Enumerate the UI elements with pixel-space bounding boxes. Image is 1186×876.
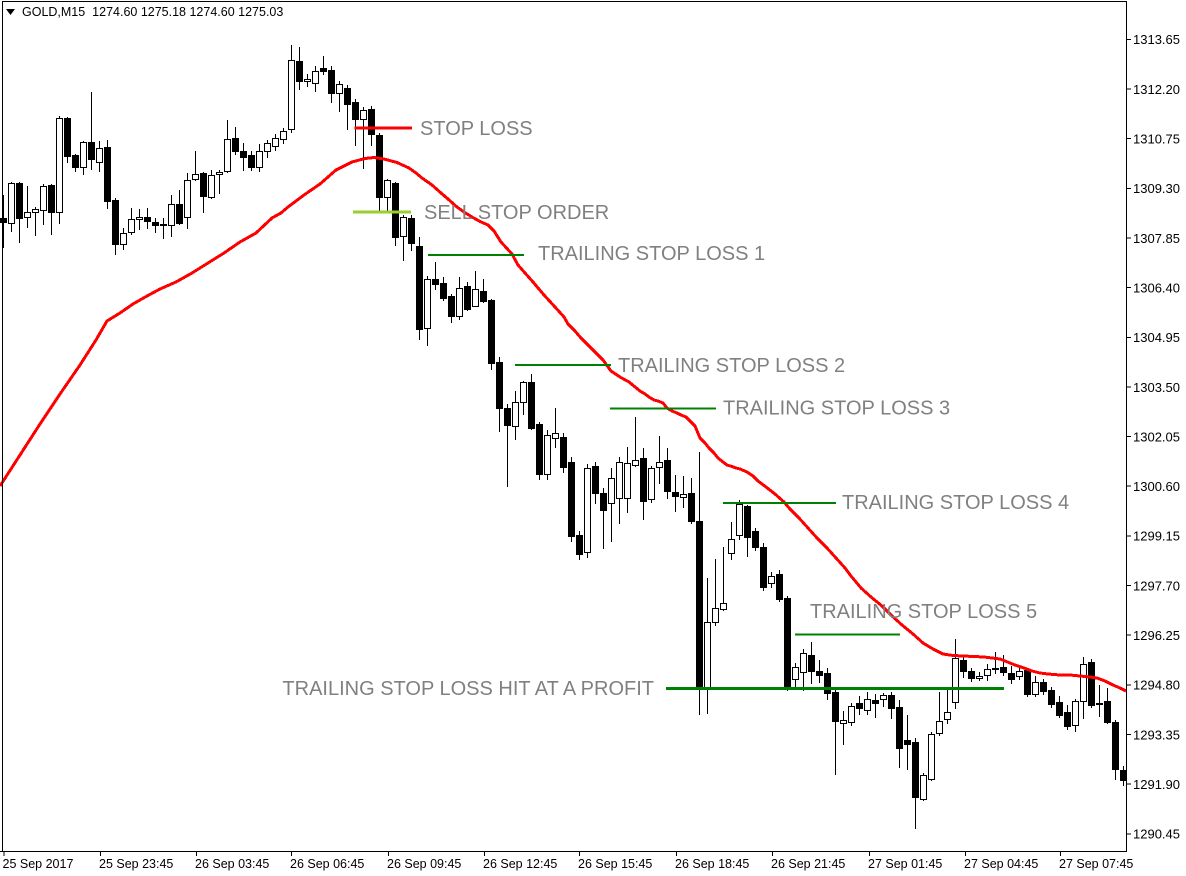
- svg-text:TRAILING STOP LOSS HIT AT A PR: TRAILING STOP LOSS HIT AT A PROFIT: [282, 678, 654, 700]
- svg-text:26 Sep 03:45: 26 Sep 03:45: [195, 857, 269, 871]
- svg-text:TRAILING STOP LOSS 5: TRAILING STOP LOSS 5: [810, 601, 1037, 623]
- svg-text:1307.85: 1307.85: [1133, 231, 1180, 246]
- svg-text:26 Sep 06:45: 26 Sep 06:45: [290, 857, 364, 871]
- svg-text:26 Sep 21:45: 26 Sep 21:45: [771, 857, 845, 871]
- svg-text:26 Sep 09:45: 26 Sep 09:45: [387, 857, 461, 871]
- svg-text:1293.35: 1293.35: [1133, 727, 1180, 742]
- svg-text:TRAILING STOP LOSS 1: TRAILING STOP LOSS 1: [538, 243, 765, 265]
- svg-text:25 Sep 23:45: 25 Sep 23:45: [99, 857, 173, 871]
- svg-text:SELL STOP ORDER: SELL STOP ORDER: [424, 202, 609, 224]
- svg-text:26 Sep 18:45: 26 Sep 18:45: [675, 857, 749, 871]
- svg-text:TRAILING STOP LOSS 4: TRAILING STOP LOSS 4: [842, 492, 1069, 514]
- svg-text:1313.65: 1313.65: [1133, 32, 1180, 47]
- svg-text:1291.90: 1291.90: [1133, 777, 1180, 792]
- svg-text:1302.05: 1302.05: [1133, 429, 1180, 444]
- svg-text:26 Sep 12:45: 26 Sep 12:45: [483, 857, 557, 871]
- svg-text:27 Sep 01:45: 27 Sep 01:45: [868, 857, 942, 871]
- svg-text:STOP LOSS: STOP LOSS: [420, 118, 533, 140]
- svg-text:1303.50: 1303.50: [1133, 380, 1180, 395]
- svg-text:1299.15: 1299.15: [1133, 529, 1180, 544]
- svg-text:1304.95: 1304.95: [1133, 330, 1180, 345]
- svg-text:1290.45: 1290.45: [1133, 827, 1180, 842]
- svg-text:1306.40: 1306.40: [1133, 280, 1180, 295]
- svg-text:27 Sep 04:45: 27 Sep 04:45: [964, 857, 1038, 871]
- svg-text:TRAILING STOP LOSS 2: TRAILING STOP LOSS 2: [618, 355, 845, 377]
- svg-text:GOLD,M15 1274.60 1275.18 1274: GOLD,M15 1274.60 1275.18 1274.60 1275.03: [22, 5, 283, 19]
- svg-text:25 Sep 2017: 25 Sep 2017: [3, 857, 74, 871]
- svg-text:1296.25: 1296.25: [1133, 628, 1180, 643]
- svg-text:1294.80: 1294.80: [1133, 678, 1180, 693]
- svg-text:1309.30: 1309.30: [1133, 181, 1180, 196]
- svg-text:1300.60: 1300.60: [1133, 479, 1180, 494]
- svg-text:26 Sep 15:45: 26 Sep 15:45: [578, 857, 652, 871]
- svg-text:1312.20: 1312.20: [1133, 82, 1180, 97]
- svg-text:1297.70: 1297.70: [1133, 578, 1180, 593]
- svg-text:TRAILING STOP LOSS 3: TRAILING STOP LOSS 3: [723, 398, 950, 420]
- svg-text:27 Sep 07:45: 27 Sep 07:45: [1059, 857, 1133, 871]
- svg-text:1310.75: 1310.75: [1133, 132, 1180, 147]
